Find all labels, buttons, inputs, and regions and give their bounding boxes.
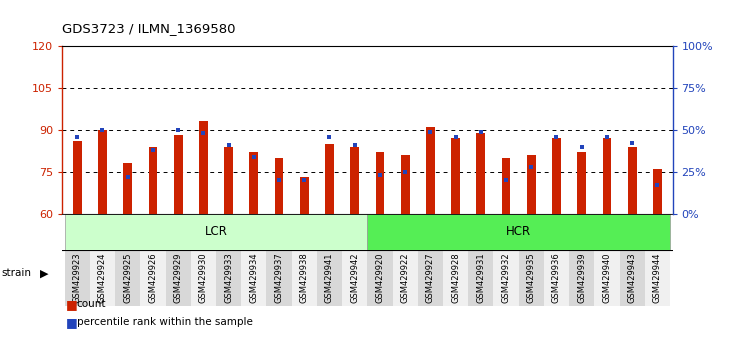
Bar [393,250,418,306]
Bar [577,152,586,214]
Bar [140,250,165,306]
Bar [501,158,510,214]
Bar [443,250,469,306]
Text: GSM429920: GSM429920 [376,252,385,303]
Bar [602,138,611,214]
Bar [342,250,367,306]
Text: GSM429939: GSM429939 [577,252,586,303]
Bar [249,152,258,214]
Bar [350,147,359,214]
Text: GSM429941: GSM429941 [325,252,334,303]
Text: GSM429935: GSM429935 [527,252,536,303]
Bar [317,250,342,306]
Text: GDS3723 / ILMN_1369580: GDS3723 / ILMN_1369580 [62,22,235,35]
Text: GSM429942: GSM429942 [350,252,359,303]
Text: GSM429937: GSM429937 [275,252,284,303]
Text: GSM429923: GSM429923 [73,252,82,303]
Bar [401,155,409,214]
Text: ■: ■ [66,298,77,311]
Bar [216,250,241,306]
Text: GSM429940: GSM429940 [602,252,611,303]
Text: GSM429933: GSM429933 [224,252,233,303]
Bar [325,144,334,214]
Text: GSM429930: GSM429930 [199,252,208,303]
Text: percentile rank within the sample: percentile rank within the sample [77,317,253,327]
Bar [628,147,637,214]
Bar [620,250,645,306]
Bar [124,163,132,214]
Bar [199,121,208,214]
Bar [300,177,308,214]
Bar [527,155,536,214]
Text: GSM429944: GSM429944 [653,252,662,303]
Text: ■: ■ [66,316,77,329]
Text: strain: strain [1,268,31,278]
Text: LCR: LCR [205,225,227,238]
Text: GSM429929: GSM429929 [174,252,183,303]
Bar [469,250,493,306]
Bar [174,136,183,214]
Bar [569,250,594,306]
Bar [266,250,292,306]
Text: GSM429936: GSM429936 [552,252,561,303]
Bar [292,250,317,306]
Bar [594,250,620,306]
Text: GSM429943: GSM429943 [628,252,637,303]
Bar [552,138,561,214]
Bar [64,250,90,306]
Text: count: count [77,299,106,309]
Text: GSM429932: GSM429932 [501,252,510,303]
Bar [367,214,670,250]
Bar [367,250,393,306]
Bar [241,250,266,306]
Bar [148,147,157,214]
Text: GSM429924: GSM429924 [98,252,107,303]
Text: GSM429927: GSM429927 [426,252,435,303]
Bar [544,250,569,306]
Bar [426,127,435,214]
Bar [418,250,443,306]
Bar [645,250,670,306]
Text: GSM429928: GSM429928 [451,252,460,303]
Bar [653,169,662,214]
Bar [64,214,367,250]
Bar [519,250,544,306]
Bar [191,250,216,306]
Bar [73,141,82,214]
Bar [90,250,115,306]
Bar [376,152,385,214]
Bar [224,147,233,214]
Text: GSM429922: GSM429922 [401,252,409,303]
Bar [451,138,460,214]
Text: ▶: ▶ [39,268,48,278]
Bar [165,250,191,306]
Bar [115,250,140,306]
Bar [275,158,284,214]
Bar [477,133,485,214]
Text: GSM429931: GSM429931 [477,252,485,303]
Text: GSM429934: GSM429934 [249,252,258,303]
Text: GSM429925: GSM429925 [124,252,132,303]
Text: GSM429926: GSM429926 [148,252,157,303]
Text: HCR: HCR [506,225,531,238]
Bar [98,130,107,214]
Text: GSM429938: GSM429938 [300,252,308,303]
Bar [493,250,519,306]
